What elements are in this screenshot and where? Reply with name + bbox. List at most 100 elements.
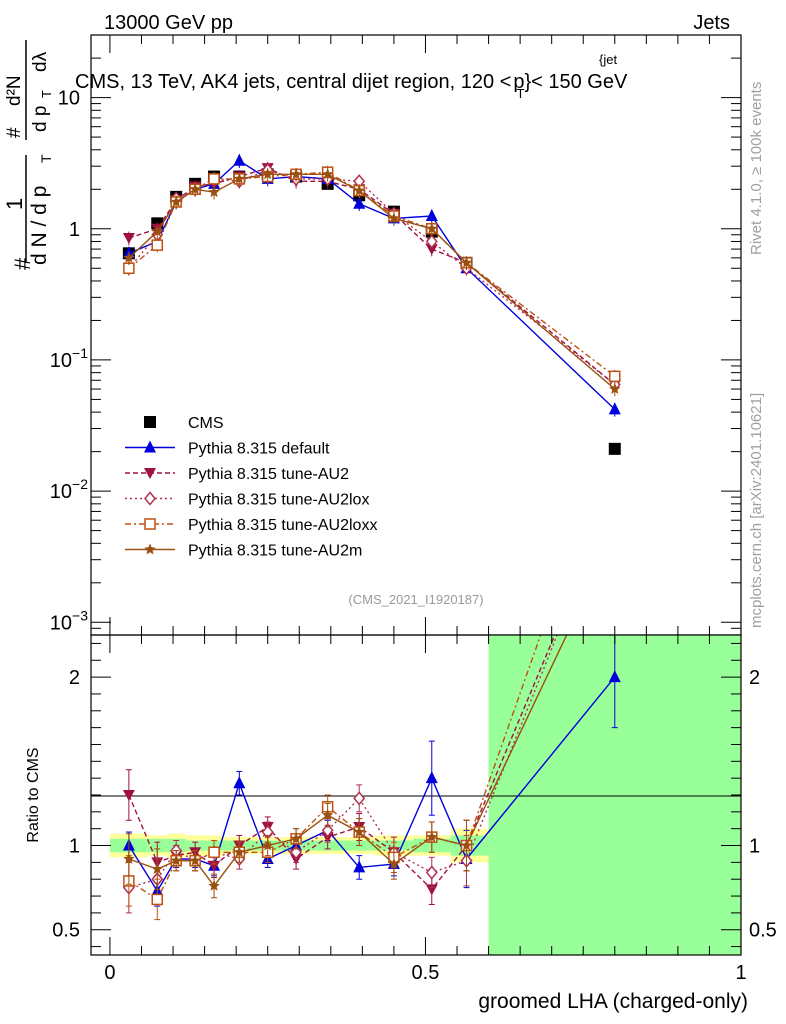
main-series-pythia-8-315-tune-au2m (123, 167, 621, 397)
legend-entry: CMS (144, 415, 224, 432)
legend-marker (144, 491, 156, 506)
ratio-data-point (151, 893, 164, 906)
energy-label: 13000 GeV pp (104, 12, 233, 34)
ratio-x-tick-label: 0.5 (412, 962, 440, 984)
ratio-series-group (122, 419, 621, 921)
legend-marker (144, 518, 156, 530)
ratio-data-point (425, 884, 438, 896)
ratio-data-point (123, 853, 135, 864)
legend-label: Pythia 8.315 tune-AU2m (188, 543, 362, 560)
ylabel-dpt2: d p (30, 106, 51, 132)
ylabel-dpt2-sub: T (39, 90, 54, 98)
ylabel-hash-top: # (4, 127, 25, 138)
ratio-data-point (610, 419, 620, 429)
ratio-data-point (262, 839, 274, 851)
main-data-point (353, 184, 365, 196)
main-data-point (233, 153, 246, 166)
main-data-point (233, 172, 245, 184)
ratio-y-tick-label-right: 2 (749, 667, 760, 689)
ratio-y-tick-label-left: 1 (69, 836, 80, 858)
mcplots-label: mcplots.cern.ch [arXiv:2401.10621] (748, 393, 765, 628)
main-data-point (425, 209, 438, 222)
legend-entry: Pythia 8.315 default (125, 440, 330, 458)
ratio-data-point (233, 846, 245, 858)
main-data-point (388, 212, 400, 224)
main-y-tick-label: 10 (58, 88, 80, 110)
main-y-tick-label: 10−2 (50, 476, 88, 503)
ratio-x-tick-label: 0 (104, 962, 115, 984)
ratio-series-pythia-8-315-tune-au2m (123, 635, 568, 899)
plot-title-pt-sub: T (517, 86, 525, 101)
main-series-line (128, 169, 616, 386)
main-y-tick-exp: −3 (72, 607, 88, 623)
main-data-point (609, 383, 621, 394)
ratio-data-point (426, 831, 438, 842)
ratio-y-tick-label-right: 1 (749, 836, 760, 858)
main-data-point (290, 168, 302, 180)
legend-marker (144, 440, 156, 453)
main-data-point (426, 222, 438, 234)
legend-label: Pythia 8.315 tune-AU2lox (188, 492, 369, 509)
plot-title-prefix: CMS, 13 TeV, AK4 jets, central dijet reg… (75, 71, 511, 93)
legend-label: CMS (188, 415, 224, 432)
ratio-y-tick-label-left: 0.5 (52, 920, 80, 942)
ratio-panel: 0.5 0.51 12 20 0.5 1 Ratio to CMS groomed LHA… (25, 419, 777, 1013)
main-y-tick-base: 10 (50, 481, 72, 503)
ratio-data-point (388, 858, 400, 869)
main-series-cms (122, 168, 621, 455)
plot-title: CMS, 13 TeV, AK4 jets, central dijet reg… (75, 71, 628, 101)
main-data-point (208, 186, 220, 198)
ratio-data-point (610, 486, 620, 498)
legend-entry: Pythia 8.315 tune-AU2 (125, 466, 349, 483)
legend-entry: Pythia 8.315 tune-AU2m (125, 543, 362, 560)
plot-title-suffix: }< 150 GeV (524, 71, 628, 93)
category-label: Jets (693, 12, 730, 34)
main-series-group (122, 153, 621, 455)
ratio-data-point (425, 865, 438, 880)
ratio-data-point (122, 790, 135, 801)
ylabel-dpt-sub: T (38, 154, 54, 163)
main-data-point (425, 244, 438, 256)
ratio-data-point (290, 832, 302, 844)
legend-entry: Pythia 8.315 tune-AU2lox (125, 491, 369, 509)
ratio-data-point (460, 839, 473, 851)
ratio-data-point (208, 860, 221, 872)
legend-marker (144, 468, 156, 479)
main-data-point (122, 233, 135, 245)
ratio-data-point (208, 846, 220, 859)
main-data-point (208, 173, 220, 185)
ratio-data-point (353, 860, 366, 873)
main-y-tick-exp: −2 (72, 476, 88, 492)
main-y-tick-label: 10−3 (50, 607, 88, 634)
rivet-label: Rivet 4.1.0, ≥ 100k events (748, 82, 765, 255)
main-y-tick-label: 1 (69, 219, 80, 241)
legend-label: Pythia 8.315 tune-AU2 (188, 466, 349, 483)
main-series-line (128, 173, 616, 390)
ratio-data-point (609, 487, 621, 498)
ylabel-dn-dpt: d N / d p (28, 186, 51, 265)
main-y-tick-exp: −1 (72, 345, 88, 361)
main-y-tick-base: 10 (50, 350, 72, 372)
ratio-data-point (151, 863, 163, 874)
main-data-point (170, 196, 182, 207)
ratio-x-tick-label: 1 (735, 962, 746, 984)
main-y-tick-label: 10−1 (50, 345, 88, 372)
analysis-id: (CMS_2021_I1920187) (348, 592, 483, 607)
ratio-data-point (233, 776, 246, 789)
main-data-point (608, 402, 621, 415)
main-data-point (151, 225, 163, 237)
ratio-data-point (425, 771, 438, 784)
main-data-point (321, 168, 334, 180)
main-data-point (460, 256, 473, 268)
ylabel-d2n: d²N (4, 75, 25, 106)
main-series-line (128, 171, 616, 377)
legend-label: Pythia 8.315 tune-AU2loxx (188, 517, 377, 534)
ratio-data-point (208, 879, 220, 891)
ratio-data-point (353, 826, 365, 837)
ratio-data-point (170, 854, 182, 866)
ratio-y-tick-label-left: 2 (69, 667, 80, 689)
ratio-data-point (189, 854, 201, 866)
